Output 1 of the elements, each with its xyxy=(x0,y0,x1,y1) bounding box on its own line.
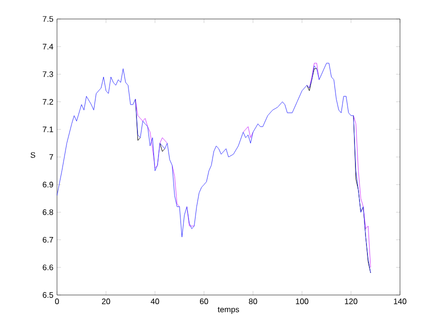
line-series xyxy=(57,62,371,274)
